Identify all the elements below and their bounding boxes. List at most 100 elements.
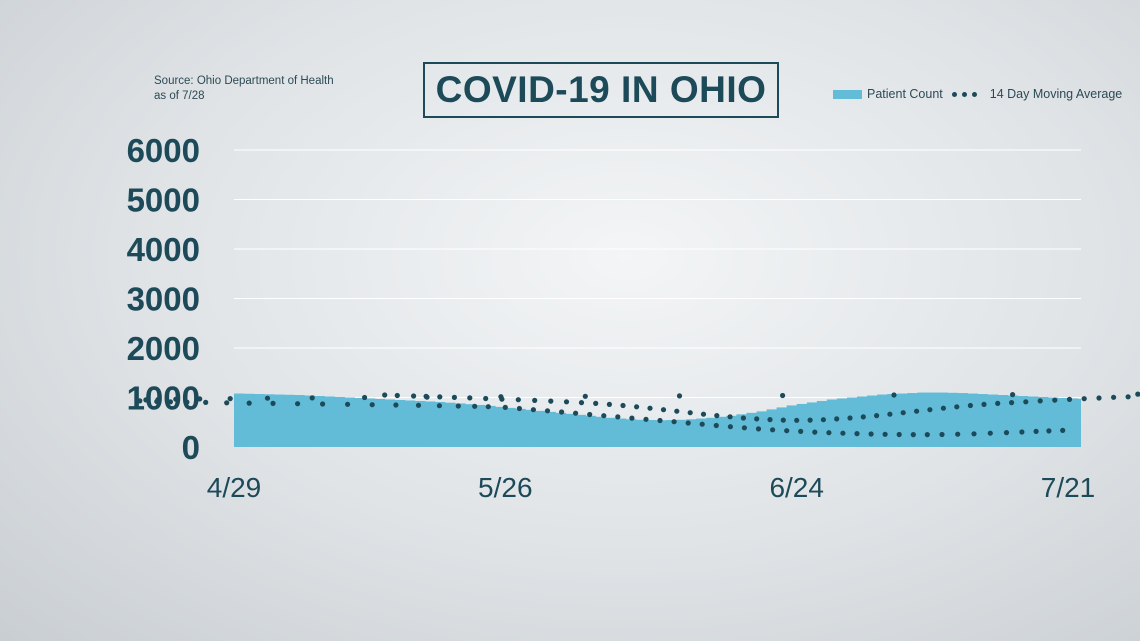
- bar: [786, 405, 798, 447]
- legend-dots-swatch: [951, 91, 982, 97]
- bar: [666, 420, 677, 447]
- bar: [364, 398, 376, 447]
- moving-average-dot: [868, 431, 874, 437]
- moving-average-dot: [891, 392, 897, 398]
- bar: [475, 404, 486, 447]
- legend-bar-swatch: [833, 89, 862, 99]
- bar: [656, 420, 667, 447]
- bar: [877, 394, 888, 447]
- bar: [846, 397, 858, 447]
- moving-average-dot: [671, 419, 677, 425]
- moving-average-dot: [515, 397, 521, 403]
- moving-average-dot: [1060, 427, 1066, 433]
- moving-average-dot: [582, 393, 588, 399]
- bar: [867, 395, 878, 447]
- bar: [334, 397, 345, 447]
- moving-average-dot: [606, 401, 613, 407]
- moving-average-dot: [270, 400, 276, 406]
- bar: [907, 393, 918, 447]
- moving-average-dot: [593, 400, 599, 406]
- moving-average-dot: [995, 400, 1001, 406]
- bar: [485, 405, 496, 447]
- moving-average-dot: [700, 411, 707, 417]
- y-tick-label: 3000: [127, 281, 200, 318]
- moving-average-dot: [794, 417, 800, 423]
- moving-average-dot: [727, 424, 734, 430]
- bar: [776, 407, 788, 447]
- chart-title: COVID-19 IN OHIO: [435, 69, 767, 110]
- moving-average-dot: [264, 395, 271, 401]
- bar: [324, 396, 335, 447]
- moving-average-dot: [714, 413, 720, 419]
- bar: [314, 396, 325, 447]
- y-tick-label: 0: [182, 429, 200, 466]
- moving-average-dot: [914, 408, 920, 414]
- bar: [1047, 397, 1059, 447]
- moving-average-dot: [467, 395, 473, 401]
- moving-average-dot: [173, 396, 179, 402]
- moving-average-dot: [1023, 399, 1029, 405]
- moving-average-dot: [143, 397, 149, 403]
- moving-average-dot: [740, 415, 747, 421]
- moving-average-dot: [137, 398, 143, 404]
- bar: [274, 394, 285, 447]
- moving-average-dot: [227, 396, 233, 402]
- legend-label-moving-average: 14 Day Moving Average: [989, 87, 1123, 101]
- moving-average-dot: [854, 431, 860, 437]
- x-tick-label: 6/24: [769, 472, 824, 503]
- moving-average-dot: [955, 431, 961, 437]
- bar: [1078, 398, 1081, 447]
- moving-average-dot: [167, 399, 173, 405]
- moving-average-dot: [203, 399, 209, 405]
- bar: [625, 419, 637, 447]
- moving-average-dot: [643, 416, 649, 422]
- moving-average-dot: [767, 417, 773, 423]
- moving-average-dot: [483, 395, 489, 402]
- bar: [545, 411, 556, 447]
- moving-average-dot: [532, 397, 538, 403]
- bar: [836, 398, 848, 447]
- moving-average-dot: [320, 401, 326, 407]
- moving-average-dot: [1066, 396, 1073, 402]
- moving-average-dot: [563, 399, 570, 405]
- bar: [987, 394, 999, 447]
- moving-average-dot: [687, 410, 693, 416]
- moving-average-dot: [634, 404, 640, 410]
- moving-average-dot: [436, 403, 442, 409]
- moving-average-dot: [573, 410, 579, 416]
- bar: [585, 415, 597, 447]
- moving-average-dot: [685, 420, 691, 426]
- bar: [394, 399, 406, 447]
- moving-average-dot: [896, 431, 902, 438]
- moving-average-dot: [393, 402, 399, 408]
- moving-average-dot: [657, 417, 663, 424]
- moving-average-dot: [874, 413, 880, 419]
- moving-average-dot: [954, 404, 960, 410]
- moving-average-dot: [369, 402, 375, 408]
- moving-average-dot: [587, 411, 593, 418]
- moving-average-dot: [755, 426, 762, 432]
- bar: [706, 417, 717, 447]
- bar: [465, 404, 476, 447]
- moving-average-dot: [295, 401, 301, 407]
- moving-average-dot: [437, 394, 443, 400]
- source-date: as of 7/28: [154, 90, 205, 102]
- moving-average-dot: [660, 407, 667, 413]
- moving-average-dot: [939, 431, 945, 438]
- bar: [354, 398, 366, 447]
- moving-average-dot: [382, 392, 388, 398]
- moving-average-dot: [741, 425, 748, 431]
- y-tick-label: 4000: [127, 231, 200, 268]
- source-line: Source: Ohio Department of Health: [154, 75, 334, 87]
- bar: [284, 394, 295, 447]
- bar: [374, 398, 386, 447]
- moving-average-dot: [900, 410, 906, 416]
- bar: [505, 407, 516, 447]
- moving-average-dot: [1046, 428, 1052, 434]
- moving-average-dot: [780, 417, 786, 423]
- moving-average-dot: [784, 428, 790, 434]
- moving-average-dot: [548, 398, 554, 404]
- moving-average-dot: [578, 400, 585, 406]
- bar: [887, 394, 898, 447]
